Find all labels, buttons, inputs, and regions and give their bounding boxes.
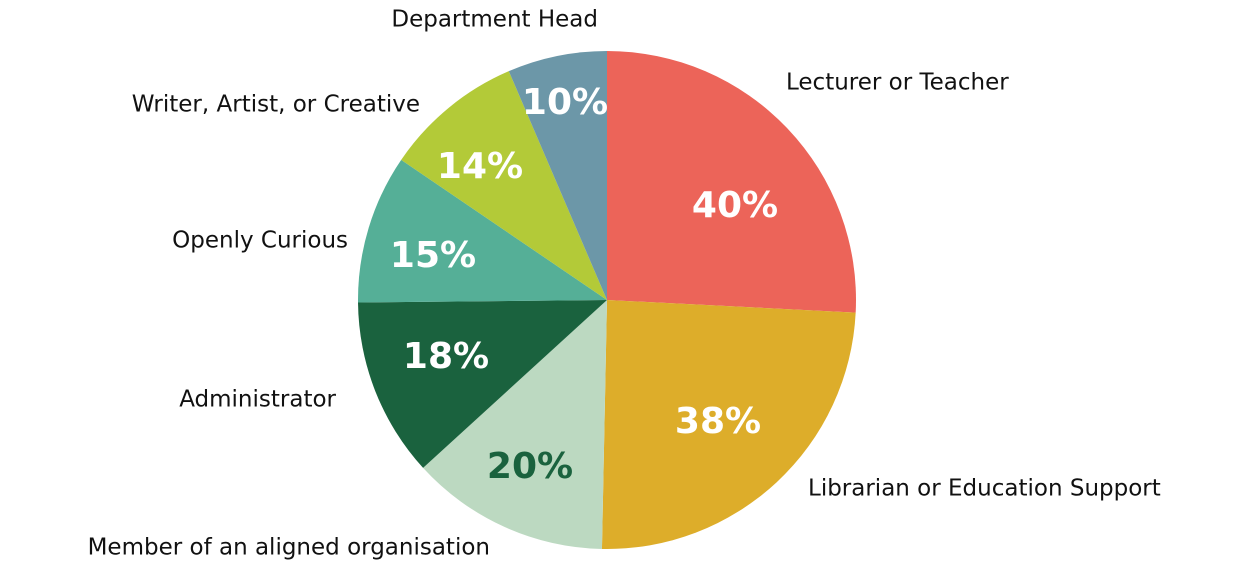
value-label: 18% <box>403 336 489 377</box>
value-label: 10% <box>522 82 608 123</box>
category-label: Lecturer or Teacher <box>786 70 1009 96</box>
category-label: Openly Curious <box>172 228 348 254</box>
category-label: Member of an aligned organisation <box>88 535 490 561</box>
pie-slice <box>358 300 607 468</box>
value-label: 15% <box>390 235 476 276</box>
category-label: Librarian or Education Support <box>808 476 1161 502</box>
pie-slice <box>401 71 607 300</box>
value-label: 20% <box>487 446 573 487</box>
value-label: 40% <box>692 185 778 226</box>
value-label: 14% <box>437 146 523 187</box>
pie-slice <box>607 51 856 313</box>
pie-slice <box>423 300 607 549</box>
category-label: Writer, Artist, or Creative <box>132 92 420 118</box>
pie-slice <box>601 300 856 549</box>
category-label: Department Head <box>391 7 598 33</box>
pie-slice <box>508 51 607 300</box>
pie-slice <box>358 159 607 303</box>
category-label: Administrator <box>179 387 336 413</box>
value-label: 38% <box>675 401 761 442</box>
